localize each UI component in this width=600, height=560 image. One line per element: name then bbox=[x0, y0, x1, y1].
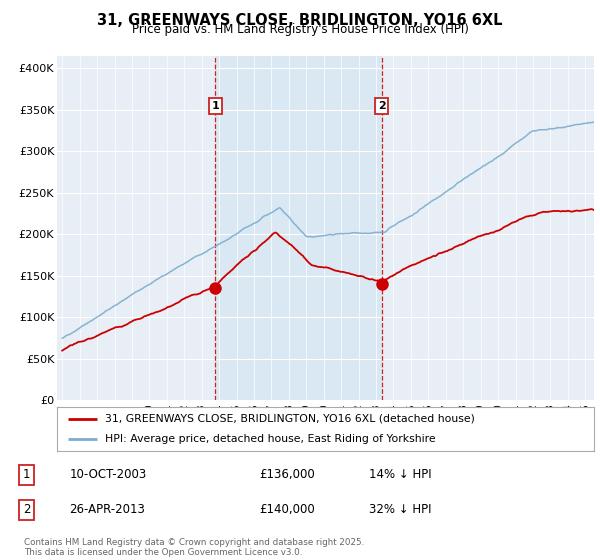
Text: 14% ↓ HPI: 14% ↓ HPI bbox=[369, 468, 432, 481]
Text: Contains HM Land Registry data © Crown copyright and database right 2025.
This d: Contains HM Land Registry data © Crown c… bbox=[24, 538, 364, 557]
Text: 31, GREENWAYS CLOSE, BRIDLINGTON, YO16 6XL: 31, GREENWAYS CLOSE, BRIDLINGTON, YO16 6… bbox=[97, 13, 503, 27]
Text: £140,000: £140,000 bbox=[260, 503, 316, 516]
Text: 26-APR-2013: 26-APR-2013 bbox=[70, 503, 145, 516]
Text: 1: 1 bbox=[211, 101, 219, 111]
Text: 2: 2 bbox=[378, 101, 386, 111]
Text: 10-OCT-2003: 10-OCT-2003 bbox=[70, 468, 147, 481]
Text: 31, GREENWAYS CLOSE, BRIDLINGTON, YO16 6XL (detached house): 31, GREENWAYS CLOSE, BRIDLINGTON, YO16 6… bbox=[106, 414, 475, 424]
Text: Price paid vs. HM Land Registry's House Price Index (HPI): Price paid vs. HM Land Registry's House … bbox=[131, 23, 469, 36]
Text: £136,000: £136,000 bbox=[260, 468, 316, 481]
Text: 1: 1 bbox=[23, 468, 30, 481]
Text: 2: 2 bbox=[23, 503, 30, 516]
Bar bbox=[215, 56, 382, 400]
Text: HPI: Average price, detached house, East Riding of Yorkshire: HPI: Average price, detached house, East… bbox=[106, 434, 436, 444]
Text: 32% ↓ HPI: 32% ↓ HPI bbox=[369, 503, 431, 516]
